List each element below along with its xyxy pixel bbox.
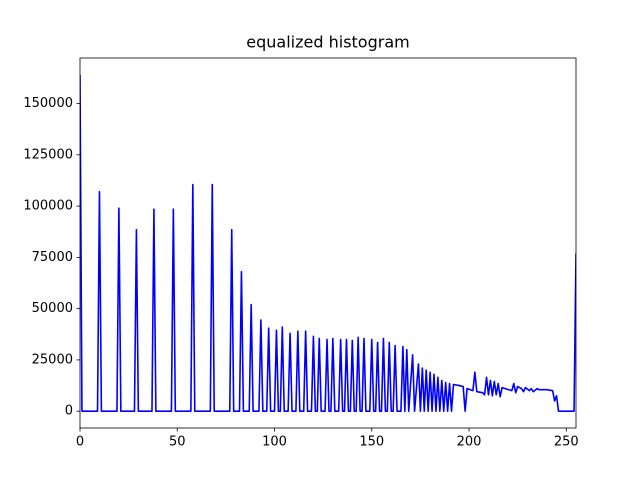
y-tick-label: 125000 (23, 147, 73, 162)
y-tick-label: 25000 (32, 352, 73, 367)
x-tick-label: 250 (554, 435, 579, 450)
x-tick-label: 100 (262, 435, 287, 450)
x-tick-label: 200 (457, 435, 482, 450)
y-tick-label: 0 (65, 404, 73, 419)
data-line (80, 74, 576, 412)
y-tick-label: 100000 (23, 199, 73, 214)
x-tick-label: 0 (76, 435, 84, 450)
chart-title: equalized histogram (246, 33, 409, 52)
y-tick-label: 150000 (23, 96, 73, 111)
y-tick-label: 50000 (32, 301, 73, 316)
x-tick-label: 50 (169, 435, 186, 450)
y-tick-label: 75000 (32, 250, 73, 265)
plot-frame (79, 57, 577, 429)
x-tick-label: 150 (359, 435, 384, 450)
